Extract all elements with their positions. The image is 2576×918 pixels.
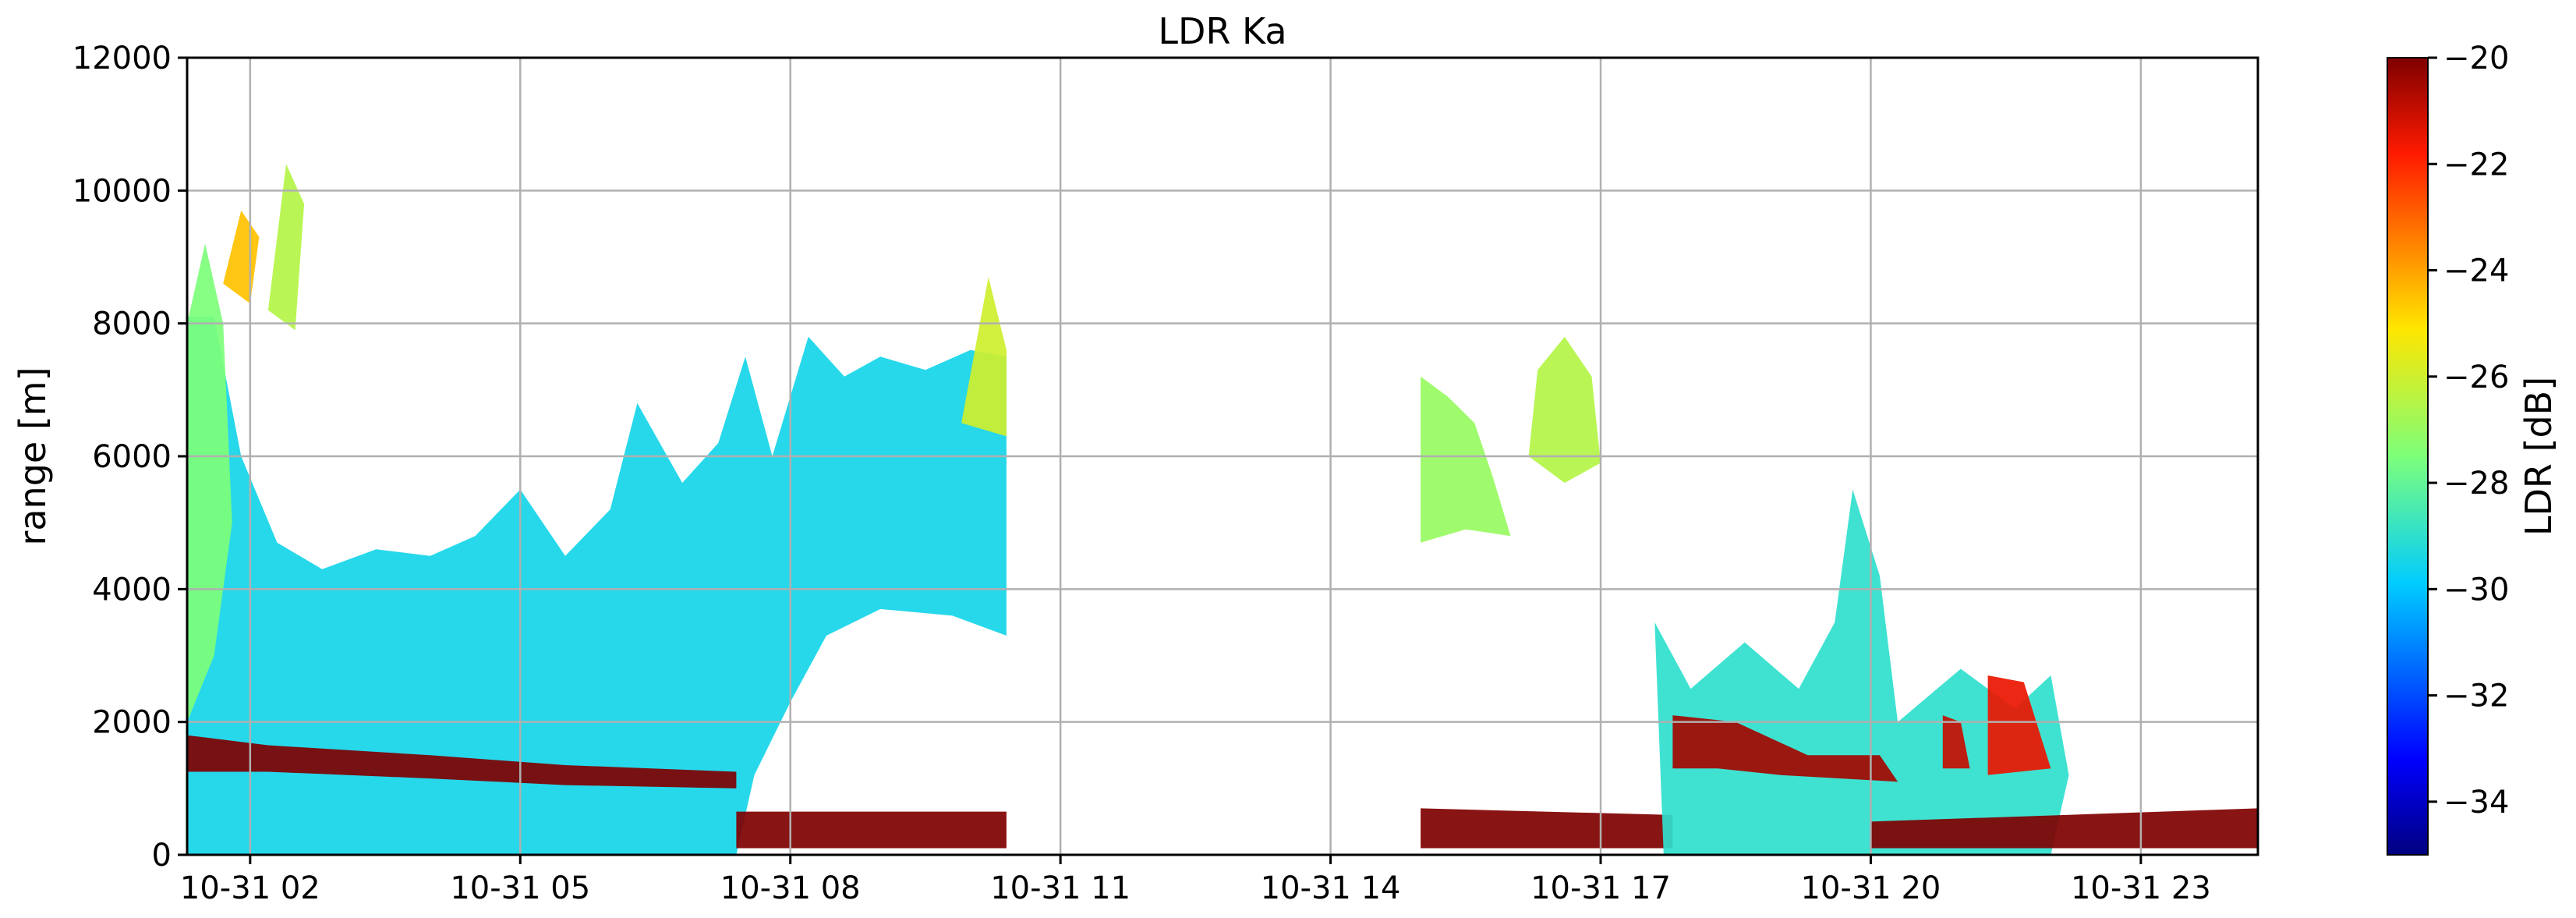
x-tick-label: 10-31 17 (1530, 870, 1671, 906)
x-tick-label: 10-31 14 (1261, 870, 1401, 906)
region-late-patches (1942, 715, 1970, 769)
region-main-cloud (187, 317, 1007, 855)
y-tick-label: 8000 (92, 307, 172, 342)
region-melting-layer-west (187, 735, 737, 789)
colorbar-tick-label: −28 (2443, 466, 2509, 502)
colorbar-tick-label: −30 (2443, 572, 2509, 608)
x-axis-ticks: 10-31 02 10-31 05 10-31 08 10-31 11 10-31 14… (180, 855, 2211, 906)
y-tick-label: 10000 (73, 173, 172, 209)
colorbar-tick-label: −22 (2443, 147, 2509, 183)
x-tick-label: 10-31 08 (720, 870, 861, 906)
region-morning-streak (961, 277, 1007, 437)
colorbar-tick-label: −26 (2443, 360, 2509, 395)
colorbar-tick-label: −32 (2443, 679, 2509, 714)
colorbar-tick-label: −34 (2443, 785, 2509, 821)
region-upper-cirrus-1 (223, 210, 260, 304)
x-tick-label: 10-31 05 (450, 870, 590, 906)
region-afternoon-cloud-2 (1528, 336, 1601, 484)
colorbar-tick-label: −24 (2443, 253, 2509, 289)
region-upper-cirrus-2 (267, 164, 305, 331)
x-tick-label: 10-31 20 (1801, 870, 1941, 906)
region-low-clutter-pm (1421, 808, 1673, 849)
x-tick-label: 10-31 23 (2071, 870, 2211, 906)
chart-title: LDR Ka (1158, 10, 1286, 52)
region-afternoon-cloud-1 (1421, 376, 1511, 543)
region-low-clutter-am (736, 811, 1007, 849)
region-late-patches-2 (1987, 675, 2051, 775)
x-tick-label: 10-31 02 (180, 870, 320, 906)
ldr-regions (187, 164, 2258, 855)
y-tick-label: 6000 (92, 439, 172, 475)
colorbar (2387, 57, 2429, 856)
colorbar-ticks: −20 −22 −24 −26 −28 −30 −32 −34 (2428, 41, 2509, 821)
region-night-clutter (1870, 808, 2258, 849)
y-tick-label: 0 (152, 838, 172, 874)
y-axis-label: range [m] (12, 367, 54, 545)
region-early-plume (187, 243, 232, 722)
x-tick-label: 10-31 11 (990, 870, 1131, 906)
colorbar-tick-label: −20 (2443, 41, 2509, 76)
y-tick-label: 4000 (92, 572, 172, 608)
colorbar-label: LDR [dB] (2518, 377, 2560, 536)
y-tick-label: 2000 (92, 705, 172, 741)
region-evening-bright-band (1672, 715, 1898, 782)
region-evening-cloud (1654, 489, 2069, 855)
y-axis-ticks: 0 2000 4000 6000 8000 10000 12000 (73, 41, 187, 874)
y-tick-label: 12000 (73, 41, 172, 76)
